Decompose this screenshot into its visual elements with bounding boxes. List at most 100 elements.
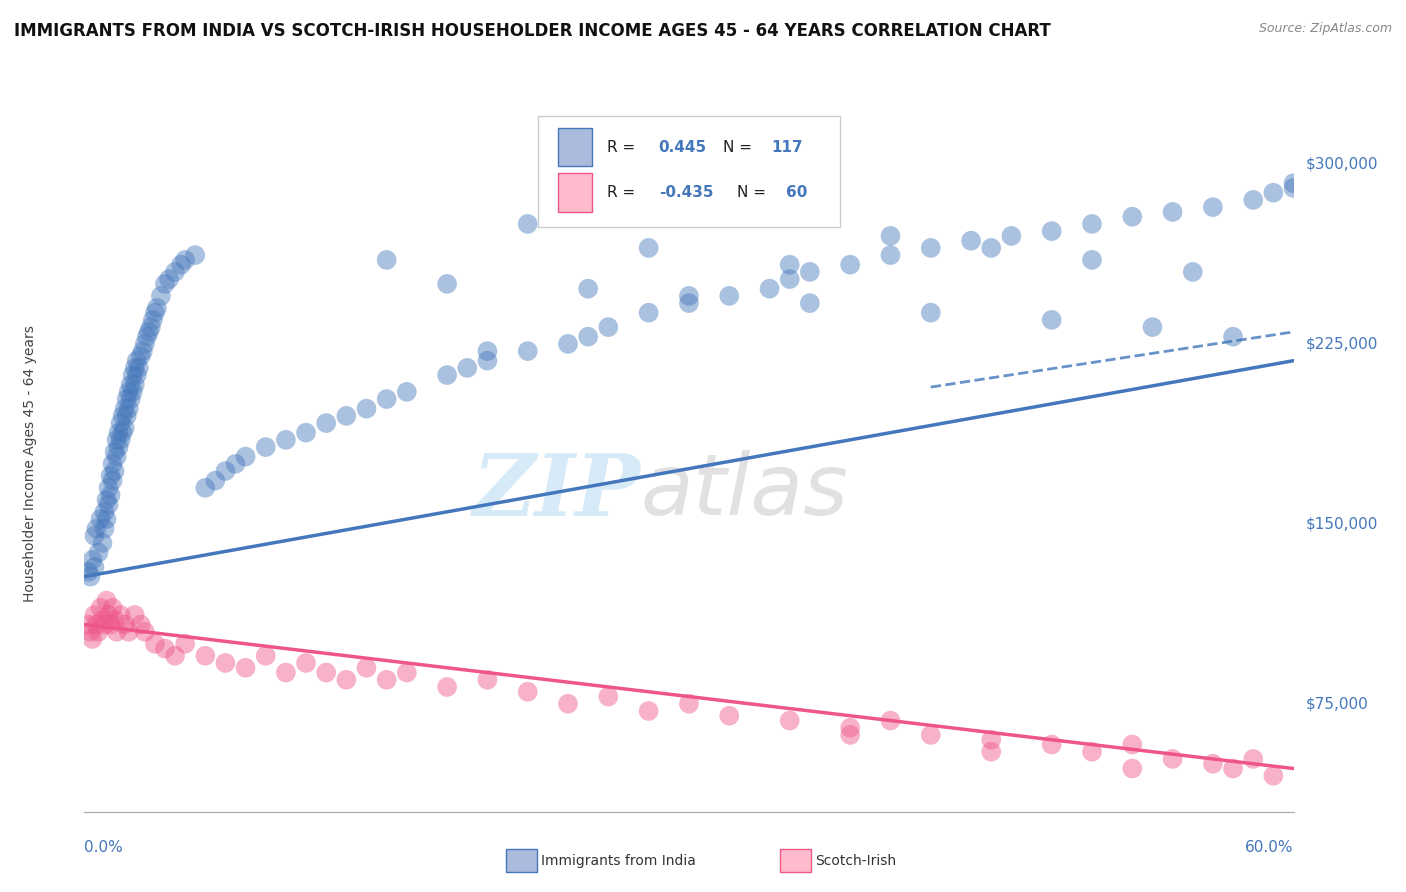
Point — [637, 704, 659, 718]
Point — [1202, 756, 1225, 771]
Point — [1222, 762, 1244, 776]
Point — [576, 282, 599, 296]
Point — [194, 481, 217, 495]
Point — [557, 337, 579, 351]
Point — [100, 468, 122, 483]
Point — [104, 613, 127, 627]
Point — [89, 600, 111, 615]
Point — [107, 440, 129, 454]
Point — [436, 680, 458, 694]
Point — [132, 344, 155, 359]
Text: $75,000: $75,000 — [1306, 697, 1368, 711]
Point — [516, 685, 538, 699]
Text: ZIP: ZIP — [472, 450, 641, 533]
Point — [204, 474, 226, 488]
Point — [375, 673, 398, 687]
Point — [1241, 193, 1264, 207]
Text: R =: R = — [607, 185, 640, 200]
Text: 0.0%: 0.0% — [84, 839, 124, 855]
FancyBboxPatch shape — [558, 128, 592, 167]
Point — [107, 425, 129, 440]
Text: $150,000: $150,000 — [1306, 516, 1378, 532]
Point — [516, 217, 538, 231]
Point — [477, 673, 499, 687]
Point — [839, 728, 862, 742]
Point — [799, 296, 821, 310]
Point — [375, 252, 398, 267]
Point — [104, 445, 127, 459]
Point — [678, 296, 700, 310]
Point — [83, 607, 105, 622]
Point — [124, 377, 146, 392]
Point — [100, 617, 122, 632]
Point — [134, 624, 156, 639]
Point — [235, 661, 257, 675]
Point — [235, 450, 257, 464]
Point — [1142, 320, 1164, 334]
Point — [91, 613, 114, 627]
Point — [1081, 217, 1104, 231]
Point — [83, 529, 105, 543]
Text: $300,000: $300,000 — [1306, 156, 1378, 171]
Point — [105, 433, 128, 447]
Text: 117: 117 — [770, 140, 803, 155]
Point — [101, 457, 124, 471]
Point — [110, 416, 132, 430]
Point — [456, 360, 478, 375]
Point — [142, 313, 165, 327]
Point — [225, 457, 247, 471]
Point — [254, 440, 277, 454]
Point — [920, 306, 942, 320]
Point — [114, 421, 136, 435]
Point — [97, 607, 120, 622]
Point — [120, 377, 142, 392]
Point — [82, 632, 104, 646]
Point — [153, 641, 176, 656]
Point — [315, 665, 337, 680]
Point — [153, 277, 176, 291]
Point — [104, 464, 127, 478]
Text: 0.445: 0.445 — [658, 140, 707, 155]
Point — [274, 665, 297, 680]
Point — [87, 546, 110, 560]
Point — [128, 360, 150, 375]
Point — [1081, 252, 1104, 267]
Point — [980, 241, 1002, 255]
Point — [83, 560, 105, 574]
Point — [96, 593, 118, 607]
Point — [1161, 205, 1184, 219]
Point — [77, 617, 100, 632]
Point — [678, 289, 700, 303]
Point — [960, 234, 983, 248]
Point — [114, 617, 136, 632]
Point — [637, 241, 659, 255]
Point — [170, 258, 193, 272]
Point — [598, 320, 620, 334]
Point — [557, 697, 579, 711]
Point — [779, 272, 801, 286]
Point — [97, 481, 120, 495]
Point — [1040, 738, 1063, 752]
Point — [1040, 224, 1063, 238]
Point — [779, 714, 801, 728]
Point — [395, 665, 418, 680]
Point — [1222, 329, 1244, 343]
Point — [157, 272, 180, 286]
Point — [980, 745, 1002, 759]
Point — [115, 409, 138, 423]
Point — [356, 661, 378, 675]
Point — [91, 536, 114, 550]
Point — [101, 474, 124, 488]
Point — [1241, 752, 1264, 766]
Point — [105, 450, 128, 464]
Point — [879, 714, 901, 728]
Point — [295, 656, 318, 670]
Point — [125, 353, 148, 368]
Point — [149, 289, 172, 303]
Point — [839, 721, 862, 735]
Point — [214, 656, 236, 670]
Point — [86, 522, 108, 536]
Point — [110, 433, 132, 447]
Point — [93, 522, 115, 536]
Text: Householder Income Ages 45 - 64 years: Householder Income Ages 45 - 64 years — [22, 326, 37, 602]
